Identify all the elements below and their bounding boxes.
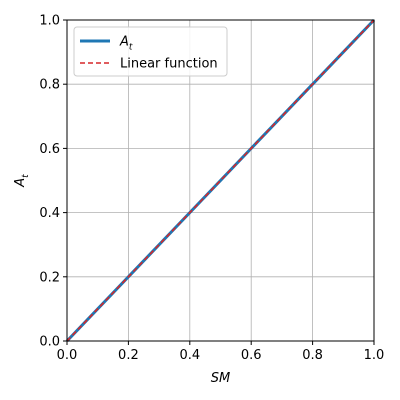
x-tick-label: 0.2 [118,348,139,363]
legend-label-linear-function: Linear function [120,57,218,72]
x-tick-label: 0.6 [241,348,262,363]
legend-label-series-at: At [119,35,133,53]
legend-label-at-main: A [119,35,129,50]
y-tick-label: 0.8 [39,78,60,93]
plot-frame [66,19,375,342]
y-axis-label-main: A [13,178,28,188]
legend-label-at-sub: t [129,43,133,53]
y-tick-label: 0.6 [39,142,60,157]
legend-box [73,26,228,77]
x-axis-label: SM [211,371,230,386]
x-tick-label: 1.0 [364,348,385,363]
x-tick-label: 0.0 [57,348,78,363]
series-layer [65,18,376,343]
legend: At Linear function [73,26,228,77]
y-tick-label: 0.2 [39,270,60,285]
tick-layer: 0.0 0.2 0.4 0.6 0.8 1.0 0.0 0.2 0.4 0.6 0.8 1.0 [39,14,384,364]
series-linear-function-line [66,19,375,342]
y-tick-label: 1.0 [39,14,60,29]
y-axis-label: At [13,174,31,188]
x-tick-label: 0.4 [179,348,200,363]
y-tick-label: 0.4 [39,206,60,221]
x-tick-label: 0.8 [302,348,323,363]
y-tick-label: 0.0 [39,335,60,350]
y-axis-label-sub: t [21,174,31,178]
